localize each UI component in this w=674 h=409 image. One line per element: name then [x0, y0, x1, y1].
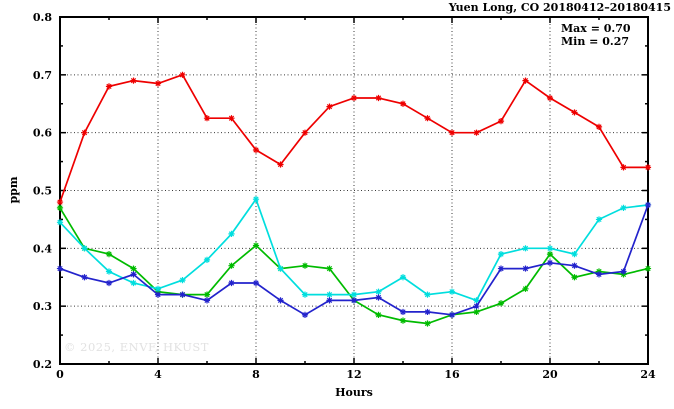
y-tick-label: 0.6: [33, 127, 52, 140]
x-tick-label: 8: [252, 368, 260, 381]
x-tick-label: 12: [346, 368, 361, 381]
y-tick-label: 0.5: [33, 185, 52, 198]
chart-title: Yuen Long, CO 20180412–20180415: [448, 1, 671, 14]
series-day-1-red-line: [59, 73, 648, 203]
y-tick-label: 0.8: [33, 11, 52, 24]
y-tick-label: 0.2: [33, 358, 52, 371]
x-tick-label: 0: [56, 368, 64, 381]
series-day-3-cyan-line: [59, 197, 649, 302]
max-min-annotation: Max = 0.70 Min = 0.27: [561, 22, 631, 48]
y-tick-label: 0.4: [33, 242, 52, 255]
x-tick-label: 16: [444, 368, 460, 381]
series-day-4-blue: [56, 201, 652, 318]
watermark: © 2025, ENVF, HKUST: [64, 340, 209, 354]
x-tick-label: 4: [154, 368, 162, 381]
x-tick-label: 24: [640, 368, 656, 381]
min-annotation: Min = 0.27: [561, 35, 630, 48]
max-annotation: Max = 0.70: [561, 22, 631, 35]
axis-ticks: [59, 16, 649, 365]
x-axis-label: Hours: [335, 386, 373, 399]
series-day-3-cyan: [56, 196, 652, 304]
y-tick-label: 0.7: [33, 69, 52, 82]
y-tick-label: 0.3: [33, 300, 52, 313]
series-day-1-red: [56, 71, 652, 206]
y-axis-label: ppm: [7, 176, 20, 204]
tick-labels: 0.2 0.3 0.4 0.5 0.6 0.7 0.8 0 4 8 12 16 20 24: [33, 11, 656, 381]
series-day-1-red-markers: [56, 71, 652, 206]
series-day-3-cyan-markers: [56, 196, 652, 304]
gridlines: [60, 17, 648, 364]
series-day-4-blue-markers: [56, 201, 652, 318]
x-tick-label: 20: [542, 368, 558, 381]
